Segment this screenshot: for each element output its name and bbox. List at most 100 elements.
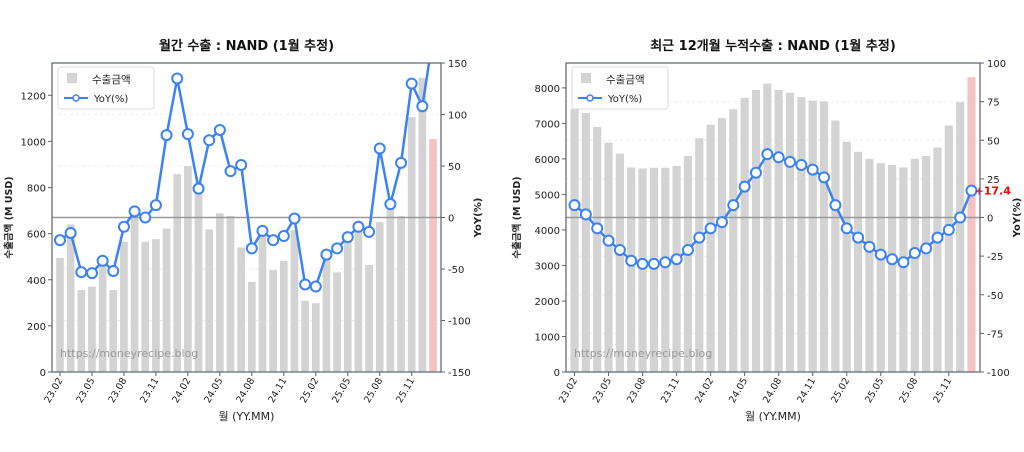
y2-tick-label: -150 (448, 368, 471, 379)
export-bar (774, 89, 783, 372)
y2-tick-label: -50 (987, 291, 1003, 302)
yoy-marker (829, 199, 842, 212)
export-bar (77, 290, 86, 372)
y2-tick-label: -75 (987, 329, 1003, 340)
export-bar (785, 92, 795, 372)
export-bar (418, 77, 427, 372)
legend-line-label: YoY(%) (607, 94, 642, 105)
yoy-marker (299, 278, 312, 291)
x-tick-label: 23.02 (42, 376, 65, 405)
yoy-marker (693, 231, 706, 244)
x-tick-label: 24.11 (795, 376, 818, 405)
yoy-marker (897, 256, 910, 269)
export-bar (717, 118, 727, 372)
x-tick-label: 25.02 (298, 376, 321, 405)
yoy-marker (245, 242, 258, 255)
export-bar (695, 138, 704, 372)
legend: 수출금액 YoY(%) (57, 66, 155, 110)
yoy-marker (784, 155, 797, 168)
yoy-marker (181, 128, 194, 141)
export-bar (661, 167, 670, 372)
export-bar (899, 167, 908, 372)
y2-axis-label: YoY(%) (1012, 198, 1023, 239)
yoy-marker (363, 225, 376, 238)
y-tick-label: 8000 (535, 84, 560, 95)
y-tick-label: 1200 (21, 91, 46, 102)
x-tick-label: 25.11 (931, 376, 954, 405)
export-bar (98, 265, 107, 372)
chart-2: 최근 12개월 누적수출 : NAND (1월 추정) https://money… (511, 38, 1023, 423)
export-bar (365, 265, 373, 372)
x-tick-label: 23.05 (74, 376, 97, 405)
yoy-marker (579, 208, 592, 221)
yoy-marker (806, 163, 819, 176)
export-bar (120, 241, 128, 372)
yoy-marker (224, 165, 237, 178)
yoy-marker (738, 180, 751, 193)
export-bar (311, 303, 320, 372)
yoy-marker (405, 77, 418, 90)
export-bar (205, 229, 214, 372)
yoy-marker (203, 134, 216, 147)
yoy-marker (416, 100, 429, 113)
yoy-marker (384, 198, 397, 211)
export-bar (672, 166, 681, 372)
export-bar (910, 158, 919, 372)
export-bar (354, 226, 363, 372)
export-bar (604, 142, 613, 372)
yoy-marker (75, 266, 88, 279)
yoy-marker (331, 242, 344, 255)
yoy-marker (659, 256, 672, 269)
x-tick-label: 23.11 (659, 376, 682, 405)
legend-bar-swatch (67, 73, 77, 83)
last-value-label: +17.4 (974, 185, 1011, 198)
x-tick-label: 24.05 (727, 376, 750, 405)
yoy-marker (647, 257, 660, 270)
y2-tick-label: 50 (987, 136, 1000, 147)
y-tick-label: 1000 (535, 332, 560, 343)
export-bar (269, 270, 277, 372)
export-bar (258, 233, 267, 372)
legend-bar-label: 수출금액 (92, 74, 131, 86)
yoy-marker (954, 211, 967, 224)
yoy-marker (352, 220, 365, 233)
x-tick-label: 23.11 (138, 376, 161, 405)
yoy-marker (681, 243, 694, 256)
plot-area (52, 63, 441, 372)
x-tick-label: 23.02 (557, 376, 580, 405)
y-tick-label: 4000 (535, 226, 560, 237)
y2-tick-label: -25 (987, 252, 1003, 263)
x-tick-label: 24.02 (170, 376, 193, 405)
yoy-marker (568, 199, 581, 212)
y-axis-label: 수출금액 (M USD) (511, 176, 523, 258)
export-bar (343, 235, 352, 372)
yoy-marker (373, 142, 386, 155)
export-bar (888, 164, 897, 372)
x-tick-label: 25.08 (897, 376, 920, 405)
y2-tick-label: 150 (448, 59, 467, 70)
y-tick-label: 600 (27, 230, 46, 241)
yoy-marker (715, 216, 728, 229)
yoy-marker (277, 230, 290, 243)
yoy-marker (267, 234, 280, 247)
yoy-marker (602, 234, 615, 247)
x-tick-label: 23.08 (625, 376, 648, 405)
export-bar (397, 216, 405, 372)
y-tick-label: 3000 (535, 261, 560, 272)
export-bar (763, 83, 772, 372)
export-bar (407, 117, 416, 372)
export-bar (290, 230, 299, 372)
yoy-marker (53, 234, 66, 247)
x-tick-label: 25.11 (394, 376, 417, 405)
yoy-line (59, 63, 431, 288)
export-bar (933, 147, 942, 372)
legend-marker-icon (72, 94, 80, 102)
yoy-marker (727, 199, 740, 212)
x-tick-label: 24.08 (234, 376, 257, 405)
export-bar (375, 222, 384, 372)
export-bar (581, 113, 590, 372)
yoy-marker (395, 156, 408, 169)
y-tick-label: 6000 (535, 155, 560, 166)
yoy-marker (670, 253, 683, 266)
